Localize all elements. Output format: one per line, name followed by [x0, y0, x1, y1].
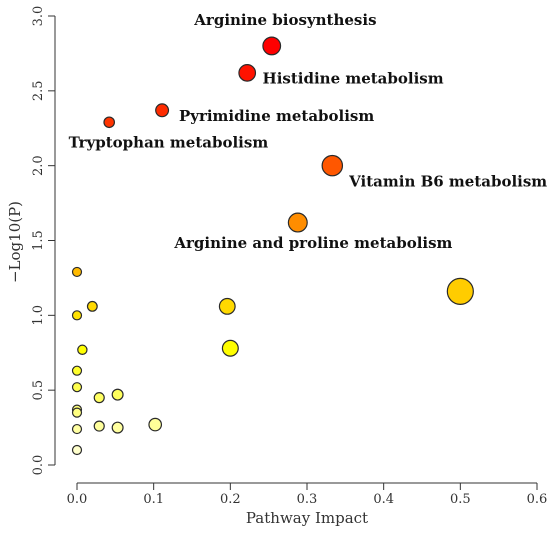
- x-tick-label: 0.0: [67, 492, 88, 507]
- data-point: [71, 310, 83, 321]
- y-axis-ticks: 0.0 0.5 1.0 1.5 2.0 2.5 3.0: [31, 6, 55, 476]
- y-axis-title: −Log10(P): [6, 201, 24, 283]
- x-tick-label: 0.4: [373, 492, 394, 507]
- x-tick-label: 0.3: [297, 492, 318, 507]
- data-point: [71, 365, 83, 376]
- data-points: [71, 36, 474, 456]
- pathway-label: Pyrimidine metabolism: [179, 107, 374, 125]
- pathway-label: Vitamin B6 metabolism: [348, 173, 547, 191]
- x-tick-label: 0.2: [220, 492, 241, 507]
- x-axis-ticks: 0.0 0.1 0.2 0.3 0.4 0.5 0.6: [67, 483, 548, 507]
- data-point: [71, 444, 83, 456]
- pathway-label: Tryptophan metabolism: [69, 134, 269, 152]
- y-axis: 0.0 0.5 1.0 1.5 2.0 2.5 3.0 −Log10(P): [6, 6, 56, 476]
- y-tick-label: 0.0: [31, 455, 46, 476]
- x-axis: 0.0 0.1 0.2 0.3 0.4 0.5 0.6 Pathway Impact: [67, 482, 548, 527]
- data-point: [86, 300, 98, 312]
- data-point: [148, 417, 163, 432]
- data-point: [93, 420, 105, 432]
- data-point: [155, 103, 170, 118]
- pathway-label: Arginine biosynthesis: [193, 11, 376, 29]
- data-point: [71, 423, 83, 435]
- data-point: [111, 388, 124, 401]
- pathway-label: Histidine metabolism: [263, 69, 444, 87]
- x-axis-title: Pathway Impact: [246, 509, 368, 527]
- y-tick-label: 2.0: [31, 155, 46, 176]
- y-tick-label: 1.0: [31, 305, 46, 326]
- data-point: [71, 407, 83, 418]
- data-point: [93, 392, 105, 404]
- data-point: [221, 339, 239, 357]
- pathway-label: Arginine and proline metabolism: [173, 234, 452, 252]
- x-tick-label: 0.5: [450, 492, 471, 507]
- x-tick-label: 0.1: [143, 492, 164, 507]
- pathway-annotations: Arginine biosynthesis Histidine metabolis…: [69, 11, 548, 252]
- y-tick-label: 0.5: [31, 380, 46, 401]
- data-point: [262, 36, 282, 56]
- y-tick-label: 2.5: [31, 80, 46, 101]
- data-point: [446, 277, 474, 305]
- data-point: [71, 382, 83, 393]
- data-point: [111, 421, 124, 434]
- y-tick-label: 3.0: [31, 6, 46, 27]
- data-point: [77, 344, 88, 355]
- data-point: [321, 154, 344, 177]
- data-point: [71, 266, 83, 278]
- data-point: [238, 64, 257, 82]
- y-tick-label: 1.5: [31, 230, 46, 251]
- data-point: [218, 297, 236, 315]
- data-point: [287, 212, 308, 233]
- data-point: [103, 116, 116, 129]
- x-tick-label: 0.6: [527, 492, 548, 507]
